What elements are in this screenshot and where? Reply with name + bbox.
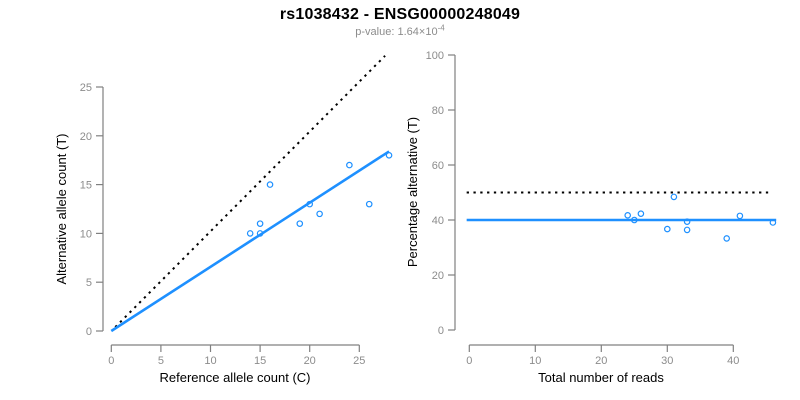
data-point <box>346 161 353 169</box>
y-tick-label: 10 <box>80 228 92 240</box>
data-point <box>683 226 691 234</box>
data-point <box>266 181 274 188</box>
data-point <box>683 218 691 225</box>
panel-left: 0 5 10 15 20 25 0 5 10 15 20 25 Reference allele cou… <box>54 55 393 385</box>
identity-line <box>114 55 386 328</box>
x-tick-label: 10 <box>529 355 541 367</box>
p-value-exponent: -4 <box>437 23 445 33</box>
p-value-mantissa: 1.64 <box>397 26 419 38</box>
data-point <box>316 210 323 218</box>
data-point <box>306 200 314 208</box>
x-tick-label: 20 <box>304 355 316 367</box>
x-tick-label: 10 <box>204 355 216 367</box>
data-point <box>637 210 645 217</box>
y-tick-label: 20 <box>432 270 444 282</box>
data-point <box>723 235 731 242</box>
p-value-subtitle: p-value: 1.64×10-4 <box>0 23 800 38</box>
y-tick-label: 0 <box>86 326 92 338</box>
x-tick-label: 30 <box>661 355 673 367</box>
p-value-label: p-value: <box>355 26 398 38</box>
data-point <box>769 219 777 226</box>
data-point <box>256 230 264 237</box>
y-axis-title: Percentage alternative (T) <box>405 117 420 267</box>
x-axis-title: Reference allele count (C) <box>159 370 310 385</box>
x-tick-label: 0 <box>466 355 472 367</box>
y-tick-label: 0 <box>438 325 444 337</box>
data-point <box>365 200 373 208</box>
data-point <box>385 152 393 159</box>
x-tick-label: 20 <box>595 355 607 367</box>
x-tick-label: 40 <box>727 355 739 367</box>
data-point <box>624 212 632 219</box>
y-tick-label: 5 <box>86 277 92 289</box>
x-axis-title: Total number of reads <box>538 370 664 385</box>
x-tick-label: 5 <box>158 355 164 367</box>
data-point <box>256 220 264 227</box>
figure-title: rs1038432 - ENSG00000248049 <box>279 6 521 23</box>
y-tick-label: 15 <box>80 180 92 192</box>
x-tick-label: 0 <box>108 355 114 367</box>
y-tick-label: 20 <box>80 131 92 143</box>
x-tick-label: 15 <box>254 355 266 367</box>
fit-line <box>110 150 390 333</box>
data-point <box>670 193 678 201</box>
data-point <box>246 230 254 237</box>
data-point <box>736 212 744 220</box>
y-axis-title: Alternative allele count (T) <box>54 133 69 284</box>
y-tick-label: 100 <box>426 50 444 62</box>
p-value-times-ten: ×10 <box>418 26 438 38</box>
data-point <box>630 216 638 224</box>
panel-right: 0 20 40 60 80 100 0 10 20 30 40 Total number of rea… <box>405 50 777 385</box>
data-point <box>663 225 671 233</box>
data-point <box>296 220 304 227</box>
x-tick-label: 25 <box>353 355 365 367</box>
y-tick-label: 40 <box>432 215 444 227</box>
y-tick-label: 60 <box>432 160 444 172</box>
y-tick-label: 80 <box>432 105 444 117</box>
y-tick-label: 25 <box>80 82 92 94</box>
